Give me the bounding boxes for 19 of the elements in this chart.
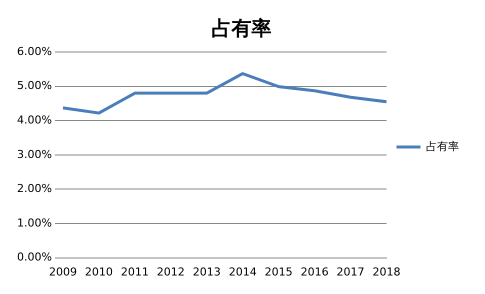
y-tick-label: 0.00% (16, 250, 52, 264)
y-tick-label: 6.00% (16, 44, 52, 58)
x-tick-label: 2011 (120, 265, 149, 278)
x-tick-label: 2015 (264, 265, 293, 278)
x-tick-label: 2017 (336, 265, 365, 278)
chart-title: 占有率 (212, 16, 272, 40)
y-tick-label: 1.00% (16, 216, 52, 230)
legend-label: 占有率 (426, 140, 459, 153)
y-tick-label: 4.00% (16, 113, 52, 126)
x-tick-label: 2016 (300, 265, 329, 278)
y-tick-label: 5.00% (16, 79, 52, 92)
y-tick-label: 2.00% (16, 182, 52, 196)
x-tick-label: 2014 (228, 265, 257, 278)
x-tick-label: 2018 (372, 265, 400, 278)
x-tick-label: 2012 (156, 265, 185, 278)
x-tick-label: 2009 (48, 265, 77, 278)
x-tick-label: 2013 (192, 265, 221, 278)
x-tick-label: 2010 (84, 265, 113, 278)
y-tick-label: 3.00% (16, 148, 52, 161)
